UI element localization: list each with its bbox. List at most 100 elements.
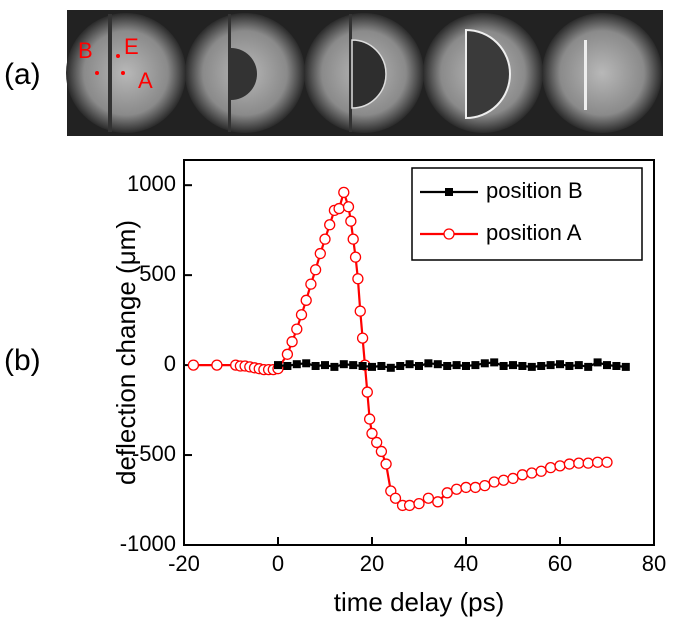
point-label: A <box>138 68 153 93</box>
data-point <box>450 483 463 495</box>
y-axis-label: deflection change (μm) <box>111 220 141 485</box>
dark-region <box>351 39 387 109</box>
plot-frame <box>183 159 655 546</box>
dark-region <box>231 48 257 100</box>
x-axis-label: time delay (ps) <box>334 587 505 617</box>
data-point <box>584 362 593 371</box>
data-point <box>386 363 395 372</box>
data-point <box>274 361 282 370</box>
data-point <box>554 460 566 472</box>
data-point <box>509 361 517 370</box>
data-point <box>349 361 358 370</box>
knife-edge <box>349 14 352 132</box>
legend-label: position B <box>486 178 583 203</box>
data-point <box>499 361 508 370</box>
data-point <box>363 413 376 425</box>
y-tick-label: -500 <box>132 441 176 466</box>
legend-box <box>411 167 643 261</box>
data-point <box>305 278 317 290</box>
knife-edge <box>108 14 112 132</box>
data-point <box>311 361 320 370</box>
data-point <box>358 361 367 370</box>
point-marker <box>116 54 120 58</box>
beam-image <box>66 13 186 133</box>
point-marker <box>95 71 99 75</box>
x-tick-label: 20 <box>360 551 384 576</box>
x-tick-label: 60 <box>548 551 572 576</box>
data-point <box>516 469 529 481</box>
data-point <box>612 361 621 370</box>
data-point <box>389 492 402 504</box>
y-tick-label: 0 <box>164 351 176 376</box>
data-point <box>443 361 452 370</box>
data-point <box>601 456 613 468</box>
legend-marker <box>445 188 453 196</box>
data-point <box>424 359 433 368</box>
x-tick-label: 80 <box>642 551 666 576</box>
dark-region <box>465 28 511 120</box>
data-point <box>333 202 345 215</box>
data-point <box>338 186 350 199</box>
data-point <box>187 359 200 371</box>
data-point <box>286 336 298 348</box>
data-point <box>292 360 301 369</box>
data-point <box>546 361 555 370</box>
point-label: B <box>78 38 93 63</box>
data-point <box>302 359 311 368</box>
data-point <box>300 294 312 306</box>
data-point <box>441 487 453 499</box>
panel-label: (b) <box>4 344 41 377</box>
data-point <box>349 251 362 263</box>
y-tick-label: -1000 <box>120 531 176 556</box>
data-point <box>368 362 376 371</box>
data-point <box>356 332 369 344</box>
data-point <box>479 479 491 492</box>
y-tick-label: 500 <box>139 261 176 286</box>
data-point <box>321 361 329 370</box>
legend: position B position A <box>411 167 643 261</box>
data-point <box>565 361 574 370</box>
data-point <box>537 361 546 370</box>
data-point <box>324 219 336 231</box>
bright-edge <box>584 40 587 110</box>
data-point <box>347 233 359 245</box>
data-point <box>535 465 547 477</box>
data-point <box>371 436 383 449</box>
data-point <box>403 499 416 512</box>
data-point <box>295 309 308 321</box>
data-point <box>211 359 223 371</box>
data-point <box>497 474 510 486</box>
point-marker <box>121 71 125 75</box>
panel-label: (a) <box>4 58 41 91</box>
data-point <box>319 233 331 245</box>
data-point <box>490 358 499 367</box>
data-point <box>405 360 414 369</box>
data-point <box>281 348 294 360</box>
x-tick-label: 0 <box>272 551 284 576</box>
point-label: E <box>124 34 139 59</box>
data-point <box>591 456 604 468</box>
data-point <box>309 264 322 276</box>
data-point <box>342 201 355 213</box>
data-point <box>573 457 585 469</box>
data-point <box>361 386 373 398</box>
data-point <box>574 361 583 370</box>
data-point <box>314 247 326 260</box>
x-tick-label: -20 <box>168 551 200 576</box>
data-point <box>593 358 602 367</box>
data-point <box>396 361 405 370</box>
data-point <box>291 323 303 335</box>
data-point <box>330 362 339 371</box>
data-point <box>283 361 292 370</box>
data-point <box>452 361 461 370</box>
series-line <box>277 361 626 369</box>
data-point <box>366 427 378 440</box>
data-point <box>375 445 388 458</box>
data-point <box>339 360 348 369</box>
legend-marker <box>443 228 455 240</box>
data-point <box>345 215 357 227</box>
data-point <box>352 273 364 285</box>
data-point <box>518 361 527 370</box>
